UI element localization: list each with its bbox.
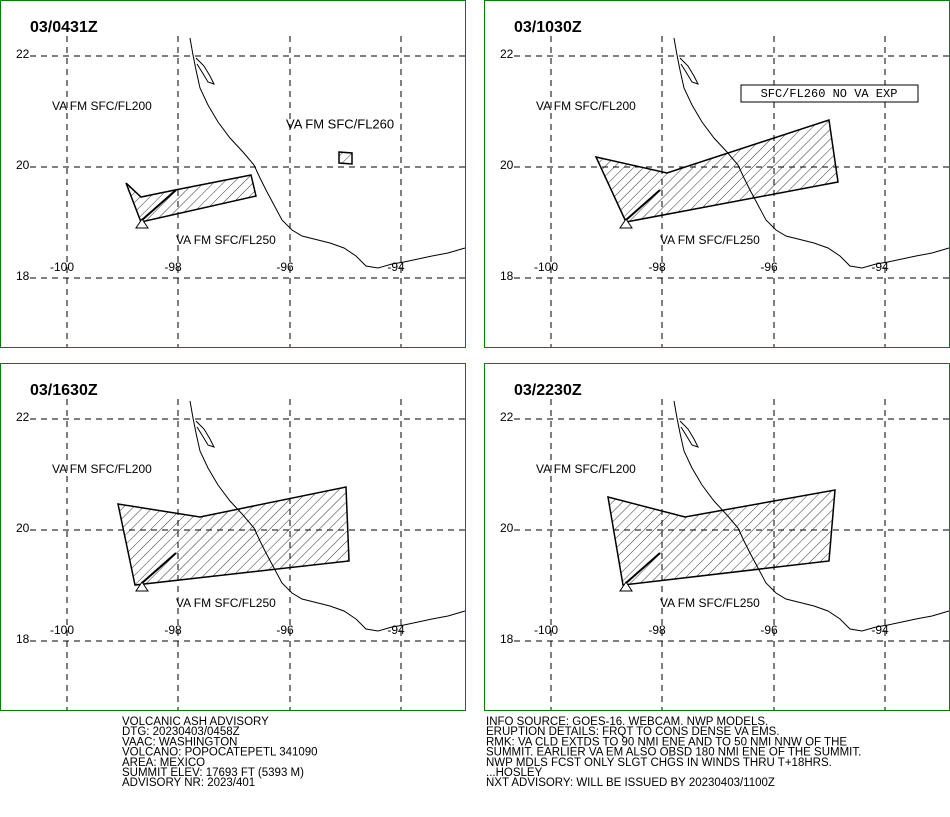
coastline: [673, 400, 950, 632]
advisory-line: ...HOSLEY: [486, 767, 543, 779]
advisory-line: NWP MDLS FCST ONLY SLGT CHGS IN WINDS TH…: [486, 757, 832, 769]
lat-label: 18: [500, 269, 514, 283]
area-label: VA FM SFC/FL250: [660, 596, 760, 610]
ash-area: [607, 489, 836, 586]
advisory-line: NXT ADVISORY: WILL BE ISSUED BY 20230403…: [486, 777, 775, 789]
coastline: [189, 400, 466, 632]
lon-label: -96: [276, 623, 294, 637]
panel-time: 03/0431Z: [30, 19, 98, 36]
ash-area: [594, 119, 839, 223]
advisory-line: SUMMIT ELEV: 17693 FT (5393 M): [122, 767, 304, 779]
lagoon: [679, 420, 699, 448]
lat-label: 20: [500, 158, 514, 172]
advisory-line: ERUPTION DETAILS: FRQT TO CONS DENSE VA …: [486, 726, 780, 738]
lat-label: 22: [16, 410, 30, 424]
volcano: [619, 581, 633, 592]
lat-label: 20: [16, 158, 30, 172]
ash-plume: [625, 552, 661, 584]
lon-label: -98: [648, 260, 666, 274]
ash-area: [117, 486, 350, 586]
ash-area: [338, 151, 353, 165]
lon-label: -96: [760, 260, 778, 274]
lat-label: 20: [16, 521, 30, 535]
advisory-line: VAAC: WASHINGTON: [122, 736, 237, 748]
lon-label: -96: [760, 623, 778, 637]
lat-label: 18: [500, 632, 514, 646]
lon-label: -100: [534, 623, 558, 637]
ash-plume: [625, 189, 661, 221]
advisory-line: VOLCANO: POPOCATEPETL 341090: [122, 747, 318, 759]
advisory-line: ADVISORY NR: 2023/401: [122, 777, 255, 789]
lon-label: -98: [164, 623, 182, 637]
lat-label: 22: [500, 410, 514, 424]
area-label: VA FM SFC/FL200: [536, 462, 636, 476]
lat-label: 22: [500, 47, 514, 61]
advisory-line: DTG: 20230403/0458Z: [122, 726, 240, 738]
panel-time: 03/1030Z: [514, 19, 582, 36]
ash-plume: [141, 189, 177, 221]
lon-label: -100: [50, 260, 74, 274]
lat-label: 22: [16, 47, 30, 61]
advisory-line: AREA: MEXICO: [122, 757, 205, 769]
lagoon: [195, 57, 215, 85]
area-label: VA FM SFC/FL200: [536, 99, 636, 113]
area-label: VA FM SFC/FL250: [176, 596, 276, 610]
panel-time: 03/2230Z: [514, 382, 582, 399]
panel-frame: [0, 363, 466, 711]
lat-label: 18: [16, 632, 30, 646]
lon-label: -100: [534, 260, 558, 274]
lagoon: [195, 420, 215, 448]
lon-label: -98: [648, 623, 666, 637]
ash-plume: [141, 552, 177, 584]
lon-label: -98: [164, 260, 182, 274]
coastline: [673, 37, 950, 269]
lagoon: [679, 57, 699, 85]
note-text: SFC/FL260 NO VA EXP: [761, 87, 898, 101]
advisory-line: RMK: VA CLD EXTDS TO 90 NMI ENE AND TO 5…: [486, 736, 847, 748]
volcano: [135, 218, 149, 229]
area-label: VA FM SFC/FL250: [660, 233, 760, 247]
advisory-line: SUMMIT. EARLIER VA EM ALSO OBSD 180 NMI …: [486, 747, 861, 759]
area-label: VA FM SFC/FL200: [52, 462, 152, 476]
note-box: [740, 84, 919, 103]
advisory-line: VOLCANIC ASH ADVISORY: [122, 716, 269, 728]
volcano: [135, 581, 149, 592]
lon-label: -100: [50, 623, 74, 637]
area-label: VA FM SFC/FL200: [52, 99, 152, 113]
panel-time: 03/1630Z: [30, 382, 98, 399]
panel-frame: [0, 0, 466, 348]
lat-label: 18: [16, 269, 30, 283]
volcano: [619, 218, 633, 229]
lat-label: 20: [500, 521, 514, 535]
lon-label: -96: [276, 260, 294, 274]
coastline: [189, 37, 466, 269]
advisory-line: INFO SOURCE: GOES-16. WEBCAM. NWP MODELS…: [486, 716, 768, 728]
area-label: VA FM SFC/FL260: [286, 116, 394, 131]
area-label: VA FM SFC/FL250: [176, 233, 276, 247]
